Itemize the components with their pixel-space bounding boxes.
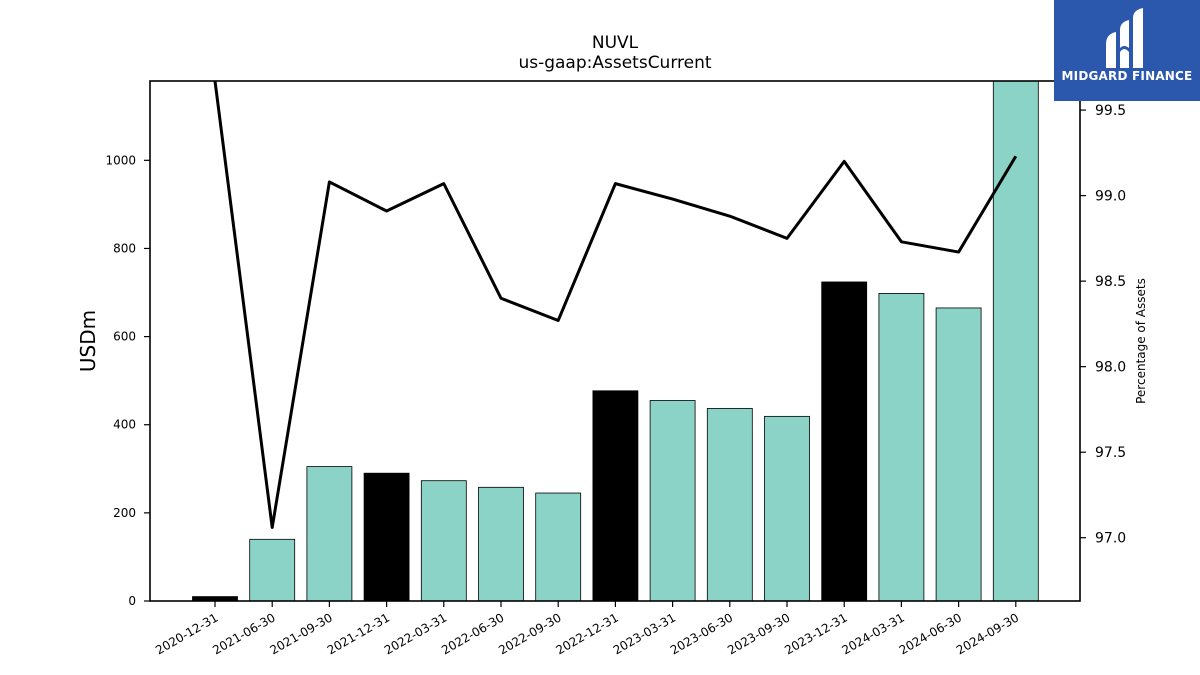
bar (706, 408, 753, 602)
bar (649, 400, 696, 602)
x-tick-label: 2024-06-30 (897, 610, 964, 657)
bars-layer (192, 80, 1039, 602)
bar (935, 307, 982, 602)
y-tick-label: 800 (113, 241, 136, 255)
line-layer (213, 80, 1018, 529)
y-tick-label: 0 (128, 594, 136, 608)
x-tick-label: 2024-09-30 (954, 610, 1021, 657)
x-tick-label: 2023-06-30 (668, 610, 735, 657)
brand-mark-icon (1106, 8, 1143, 68)
bar (992, 80, 1039, 602)
x-tick-label: 2023-03-31 (611, 610, 678, 657)
chart-title: NUVL (592, 33, 639, 53)
y-axis-label: USDm (76, 310, 100, 372)
x-tick-label: 2022-09-30 (496, 610, 563, 657)
x-tick-label: 2020-12-31 (153, 610, 220, 657)
bar (363, 472, 410, 602)
y-axis-ticks: 0 200 400 600 800 1000 (105, 153, 150, 608)
x-tick-label: 2021-12-31 (325, 610, 392, 657)
x-tick-label: 2024-03-31 (839, 610, 906, 657)
series-line (213, 80, 1018, 529)
y2-tick-label: 98.0 (1095, 360, 1126, 376)
y2-tick-label: 99.5 (1095, 103, 1126, 119)
x-tick-label: 2023-12-31 (782, 610, 849, 657)
x-tick-label: 2022-03-31 (382, 610, 449, 657)
bar (478, 486, 524, 602)
bar (535, 492, 582, 602)
x-tick-label: 2022-06-30 (439, 610, 506, 657)
bar (306, 466, 353, 602)
y2-tick-label: 97.5 (1095, 445, 1126, 461)
x-tick-label: 2021-06-30 (210, 610, 277, 657)
bar (420, 480, 467, 602)
bar (249, 538, 296, 602)
x-tick-label: 2021-09-30 (267, 610, 334, 657)
y2-tick-label: 99.0 (1095, 189, 1126, 205)
bar (592, 390, 639, 602)
x-axis-ticks: 2020-12-312021-06-302021-09-302021-12-31… (153, 601, 1021, 657)
y2-tick-label: 97.0 (1095, 531, 1126, 547)
brand-name: MIDGARD FINANCE (1061, 69, 1193, 83)
bar (878, 293, 925, 602)
brand-logo: MIDGARD FINANCE (1054, 0, 1200, 101)
chart-subtitle: us-gaap:AssetsCurrent (518, 53, 711, 73)
y-tick-label: 200 (113, 506, 136, 520)
y2-tick-label: 98.5 (1095, 274, 1126, 290)
y-tick-label: 1000 (105, 153, 136, 167)
y2-axis-ticks: 97.0 97.5 98.0 98.5 99.0 99.5 (1080, 103, 1126, 547)
bar (821, 281, 868, 602)
y-tick-label: 400 (113, 418, 136, 432)
y-tick-label: 600 (113, 330, 136, 344)
bar (764, 415, 810, 602)
x-tick-label: 2023-09-30 (725, 610, 792, 657)
y2-axis-label: Percentage of Assets (1134, 278, 1148, 404)
x-tick-label: 2022-12-31 (553, 610, 620, 657)
